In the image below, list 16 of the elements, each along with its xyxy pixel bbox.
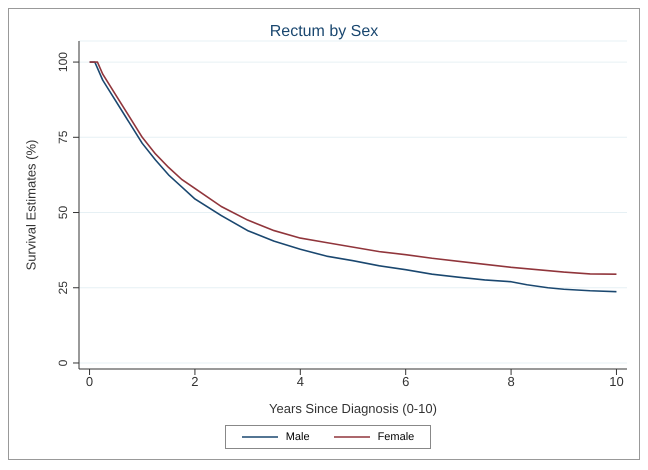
- y-tick-label: 75: [56, 130, 70, 144]
- x-tick-label: 4: [296, 374, 304, 390]
- x-tick-label: 6: [402, 374, 410, 390]
- x-tick-label: 10: [609, 374, 624, 390]
- legend-label: Male: [284, 431, 310, 443]
- x-axis-title: Years Since Diagnosis (0-10): [269, 401, 437, 416]
- y-tick-label: 0: [56, 359, 70, 366]
- x-tick-label: 0: [86, 374, 94, 390]
- y-tick-label: 100: [56, 52, 70, 72]
- legend-label: Female: [376, 431, 414, 443]
- y-tick-label: 50: [56, 206, 70, 220]
- chart-title: Rectum by Sex: [268, 23, 380, 41]
- x-tick-label: 8: [507, 374, 515, 390]
- y-axis-title: Survival Estimates (%): [24, 140, 39, 270]
- y-tick-label: 25: [56, 280, 70, 294]
- x-tick-label: 2: [191, 374, 199, 390]
